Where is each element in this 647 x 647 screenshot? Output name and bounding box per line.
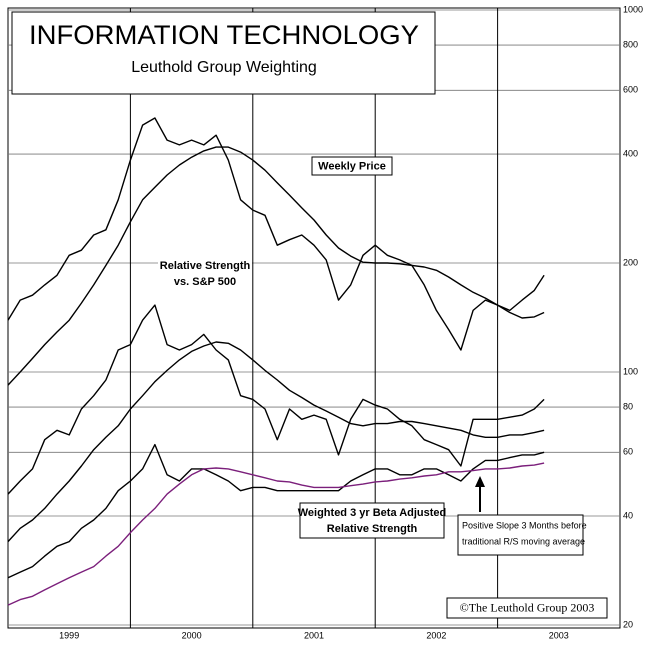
y-tick-label: 800 bbox=[623, 39, 638, 49]
copyright: ©The Leuthold Group 2003 bbox=[460, 600, 595, 614]
lines bbox=[7, 117, 545, 606]
y-tick-label: 20 bbox=[623, 619, 633, 629]
annotation-box bbox=[457, 514, 584, 556]
series-line bbox=[7, 462, 545, 606]
x-tick-label: 1999 bbox=[59, 630, 79, 640]
labels: 20 40 60 80 100 200 400 600 800 1000 1999 2000 2001 2… bbox=[59, 4, 643, 640]
chart-subtitle: Leuthold Group Weighting bbox=[131, 59, 317, 76]
annotation: Weekly Price bbox=[318, 160, 386, 172]
annotation: Relative Strength bbox=[327, 523, 418, 535]
copyright-box bbox=[446, 597, 608, 619]
x-tick-label: 2000 bbox=[182, 630, 202, 640]
annotation: Relative Strength bbox=[160, 260, 251, 272]
chart-title: INFORMATION TECHNOLOGY bbox=[29, 20, 419, 50]
series-line bbox=[7, 117, 545, 351]
y-tick-label: 100 bbox=[623, 366, 638, 376]
annotation-box bbox=[299, 502, 445, 539]
series-line bbox=[7, 304, 545, 495]
x-tick-label: 2003 bbox=[549, 630, 569, 640]
annotation: traditional R/S moving average bbox=[462, 536, 585, 546]
series-line bbox=[7, 146, 545, 386]
y-tick-label: 80 bbox=[623, 401, 633, 411]
y-tick-label: 40 bbox=[623, 510, 633, 520]
arrow-head bbox=[475, 476, 485, 487]
x-tick-label: 2001 bbox=[304, 630, 324, 640]
annotation: vs. S&P 500 bbox=[174, 276, 236, 288]
y-tick-label: 200 bbox=[623, 257, 638, 267]
y-tick-label: 60 bbox=[623, 447, 633, 457]
x-tick-label: 2002 bbox=[426, 630, 446, 640]
series-line bbox=[7, 443, 545, 579]
title-box bbox=[11, 11, 436, 95]
y-tick-label: 600 bbox=[623, 85, 638, 95]
annotation: Positive Slope 3 Months before bbox=[462, 520, 587, 530]
annotation: Weighted 3 yr Beta Adjusted bbox=[298, 507, 447, 519]
annotation-box bbox=[311, 156, 393, 176]
y-tick-label: 1000 bbox=[623, 4, 643, 14]
annotation-bg bbox=[158, 256, 252, 290]
series-line bbox=[7, 341, 545, 543]
y-tick-label: 400 bbox=[623, 148, 638, 158]
